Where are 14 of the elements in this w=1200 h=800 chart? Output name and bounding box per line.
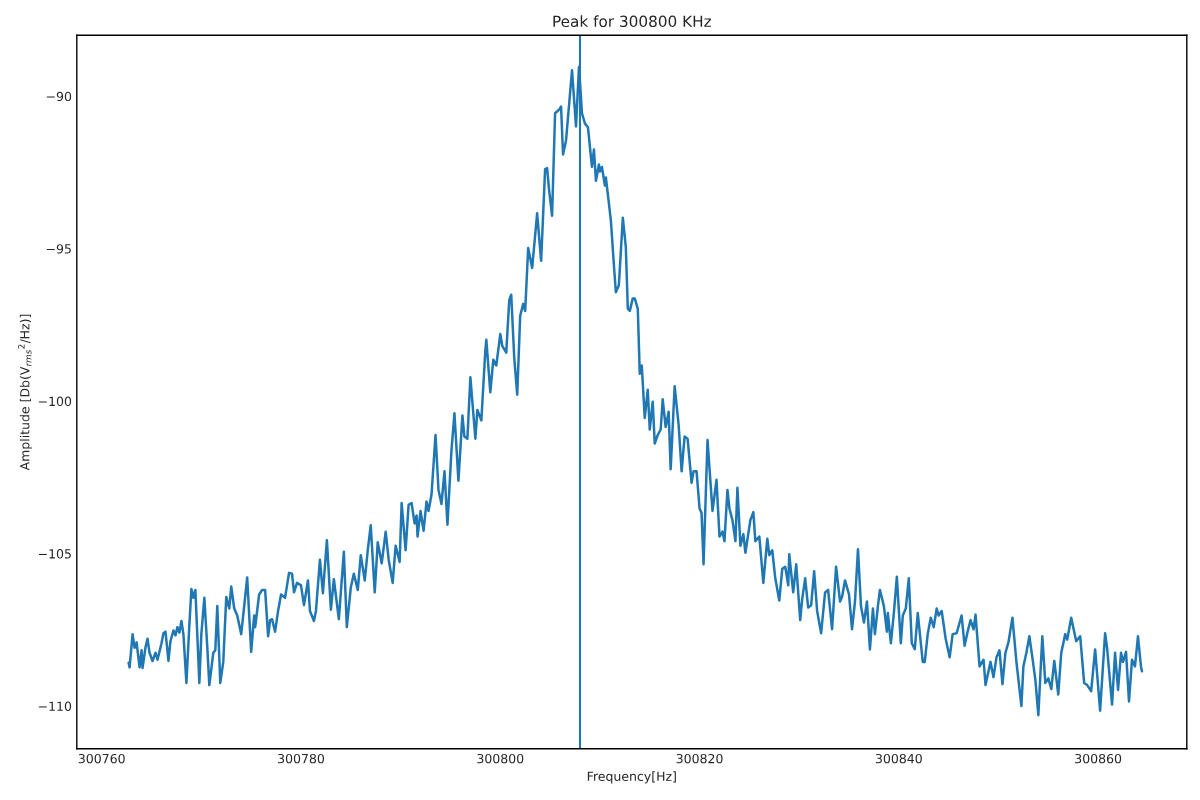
- y-tick-label: −110: [38, 701, 72, 712]
- x-tick-label: 300760: [78, 753, 125, 764]
- x-tick-label: 300780: [278, 753, 325, 764]
- x-tick-label: 300800: [477, 753, 524, 764]
- y-tick-label: −95: [46, 244, 71, 254]
- y-tick-label: −100: [38, 396, 72, 407]
- chart-title: Peak for 300800 KHz: [553, 15, 711, 28]
- x-axis-title: Frequency[Hz]: [587, 771, 676, 784]
- y-axis-title: Amplitude [Db(V$_{rms}$$^{2}$/Hz)]: [18, 314, 32, 471]
- x-tick-label: 300840: [875, 753, 922, 764]
- y-tick-label: −90: [46, 91, 72, 102]
- x-tick-label: 300820: [676, 753, 723, 764]
- y-tick-label: −105: [38, 549, 71, 559]
- x-tick-label: 300860: [1075, 753, 1122, 764]
